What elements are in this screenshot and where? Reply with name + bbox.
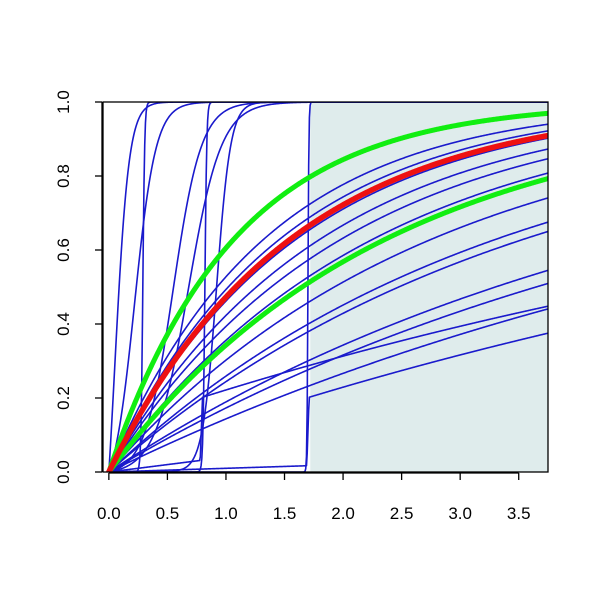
plot-frame <box>102 101 549 473</box>
thin-curve-17 <box>108 269 548 472</box>
y-tick-label: 0.0 <box>54 460 73 484</box>
y-tick-label: 1.0 <box>54 90 73 114</box>
x-tick-label: 3.0 <box>448 504 472 523</box>
y-tick-label: 0.4 <box>54 312 73 336</box>
thin-curve-8 <box>108 123 548 472</box>
x-tick-label: 1.5 <box>273 504 297 523</box>
x-tick-label: 2.5 <box>390 504 414 523</box>
y-tick-label: 0.8 <box>54 164 73 188</box>
band-curve-22 <box>106 110 548 472</box>
thin-curve-9 <box>108 130 548 472</box>
y-tick-label: 0.2 <box>54 386 73 410</box>
x-tick-label: 0.0 <box>97 504 121 523</box>
x-tick-label: 1.0 <box>214 504 238 523</box>
thin-curve-11 <box>108 148 548 472</box>
center-curve-24 <box>106 132 548 472</box>
thin-curve-12 <box>108 157 548 472</box>
thin-curve-15 <box>108 221 548 472</box>
axes-layer: 0.0 0.5 1.0 1.5 2.0 2.5 3.0 3.5 0.0 0.2 0.4 0.6 0.8 1… <box>54 90 549 523</box>
band-curve-23 <box>106 176 548 472</box>
curves-layer <box>106 102 548 472</box>
thin-curve-14 <box>108 197 548 472</box>
x-tick-label: 2.0 <box>331 504 355 523</box>
thin-curve-16 <box>108 230 548 472</box>
thin-curve-21 <box>108 332 548 472</box>
x-tick-label: 3.5 <box>507 504 531 523</box>
thin-curve-19 <box>108 308 548 472</box>
thin-curve-18 <box>108 282 548 472</box>
thin-curve-1 <box>108 102 548 472</box>
x-tick-label: 0.5 <box>156 504 180 523</box>
thin-curve-20 <box>108 305 548 472</box>
y-tick-label: 0.6 <box>54 238 73 262</box>
